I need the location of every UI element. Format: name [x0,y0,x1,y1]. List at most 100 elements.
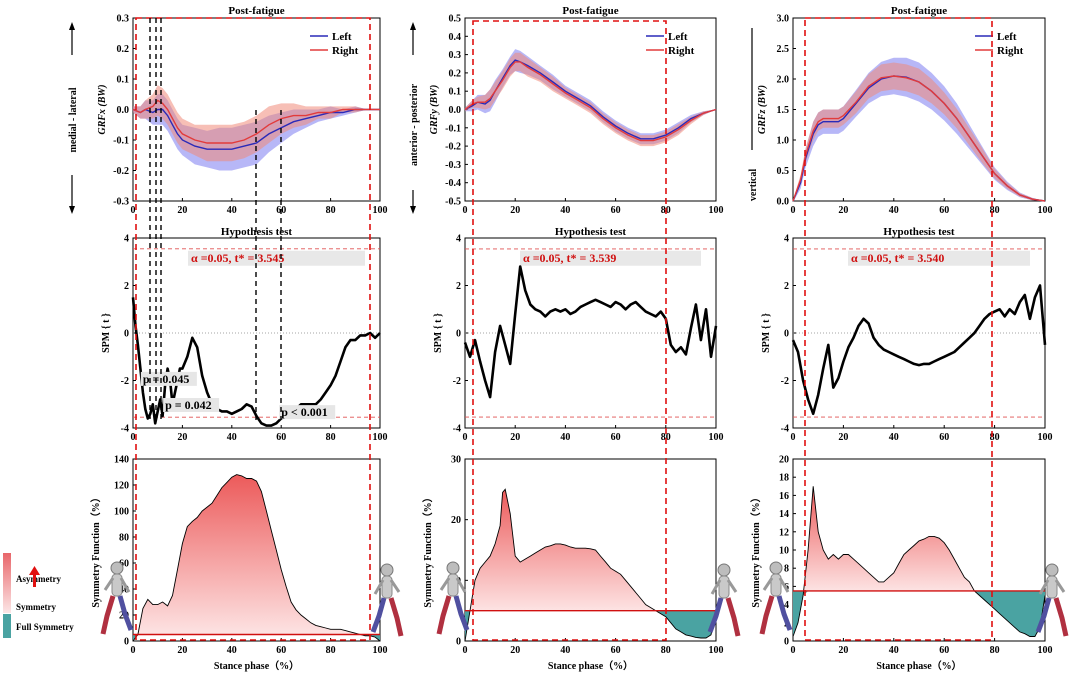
legend-label: Right [997,45,1024,57]
legend-label: Right [668,45,695,57]
y-tick-label: 0 [784,329,789,340]
chart-title: Post-fatigue [228,5,284,17]
y-tick-label: 4 [124,234,129,245]
x-tick-label: 60 [939,432,949,443]
red-dashed-region [472,20,667,641]
stance-phase-label: Stance phase（%） [548,659,633,672]
p-value-label: p = 0.045 [143,372,190,386]
x-tick-label: 80 [990,205,1000,216]
x-tick-label: 20 [838,205,848,216]
y-tick-label: 140 [114,455,129,466]
y-axis-label: Symmetry Function（%） [89,492,102,607]
y-tick-label: 100 [114,507,129,518]
y-tick-label: 0.3 [117,14,130,25]
side-label-ap: anterior - posterior [409,22,420,214]
x-tick-label: 60 [276,645,286,656]
y-tick-label: 0 [124,329,129,340]
x-tick-label: 40 [560,205,570,216]
p-value-label: p < 0.001 [281,405,328,419]
y-tick-label: 0 [456,329,461,340]
y-tick-label: -0.3 [445,160,461,171]
y-axis-label: Symmetry Function（%） [749,492,762,607]
spm-annotation: α =0.05, t* = 3.545 [191,251,284,265]
full-symmetry-area [465,610,716,641]
red-up-arrow-icon [29,566,40,587]
y-tick-label: 1.5 [777,105,790,116]
x-tick-label: 100 [373,432,388,443]
y-tick-label: -4 [781,424,789,435]
asymmetry-swatch [3,553,11,613]
x-tick-label: 100 [373,645,388,656]
y-tick-label: 3.0 [777,14,790,25]
x-tick-label: 100 [373,205,388,216]
side-label-ml: medial - lateral [68,22,79,214]
symmetry-curve [464,488,717,642]
y-tick-label: 10 [779,546,789,557]
y-tick-label: 0.2 [117,44,130,55]
x-tick-label: 80 [661,432,671,443]
y-tick-label: 0 [784,637,789,648]
y-tick-label: 8 [784,564,789,575]
y-tick-label: 2.5 [777,44,790,55]
y-tick-label: 40 [119,585,129,596]
y-tick-label: 16 [779,491,789,502]
y-tick-label: -4 [453,424,461,435]
y-tick-label: 0.0 [449,105,462,116]
x-tick-label: 40 [560,645,570,656]
y-tick-label: 30 [451,455,461,466]
x-tick-label: 20 [510,205,520,216]
y-tick-label: 80 [119,533,129,544]
x-tick-label: 100 [709,205,724,216]
x-tick-label: 100 [709,432,724,443]
spm-curve [463,265,718,399]
x-tick-label: 20 [177,432,187,443]
y-tick-label: -0.5 [445,197,461,208]
band-right [793,62,1045,203]
x-tick-label: 80 [326,205,336,216]
y-axis-label: SPM { t } [761,313,772,353]
y-tick-label: 120 [114,481,129,492]
y-axis-label: SPM { t } [101,313,112,353]
p-value-box [279,405,336,420]
runner-skeleton-icon [1035,563,1069,637]
y-tick-label: 18 [779,473,789,484]
x-tick-label: 40 [227,432,237,443]
symmetry-legend: Asymmetry Symmetry Full Symmetry [3,553,74,638]
spm-curve [791,284,1047,416]
x-tick-label: 20 [838,645,848,656]
symmetry-curve [792,486,1046,637]
y-tick-label: -0.1 [445,123,461,134]
asymmetry-area [133,474,380,635]
x-tick-label: 40 [560,432,570,443]
legend-label: Left [668,31,688,43]
y-axis-label: Symmetry Function（%） [421,492,434,607]
x-tick-label: 100 [1038,432,1053,443]
x-tick-label: 40 [889,432,899,443]
x-tick-label: 0 [791,645,796,656]
y-tick-label: 14 [779,509,789,520]
x-tick-label: 80 [990,432,1000,443]
x-tick-label: 40 [889,645,899,656]
x-tick-label: 80 [990,645,1000,656]
y-tick-label: -4 [121,424,129,435]
x-tick-label: 40 [889,205,899,216]
y-tick-label: -2 [453,376,461,387]
y-tick-label: 0.0 [777,197,790,208]
y-tick-label: -0.1 [113,136,129,147]
x-tick-label: 40 [227,205,237,216]
y-tick-label: 0.4 [449,32,462,43]
y-tick-label: 4 [784,600,789,611]
side-label-v: vertical [748,28,759,201]
y-tick-label: 60 [119,559,129,570]
runner-skeleton-icon [707,563,741,637]
chart-title: Post-fatigue [562,5,618,17]
y-tick-label: -2 [781,376,789,387]
x-tick-label: 0 [791,205,796,216]
x-tick-label: 20 [177,205,187,216]
stance-phase-label: Stance phase（%） [214,659,299,672]
chart-title: Hypothesis test [555,226,627,238]
